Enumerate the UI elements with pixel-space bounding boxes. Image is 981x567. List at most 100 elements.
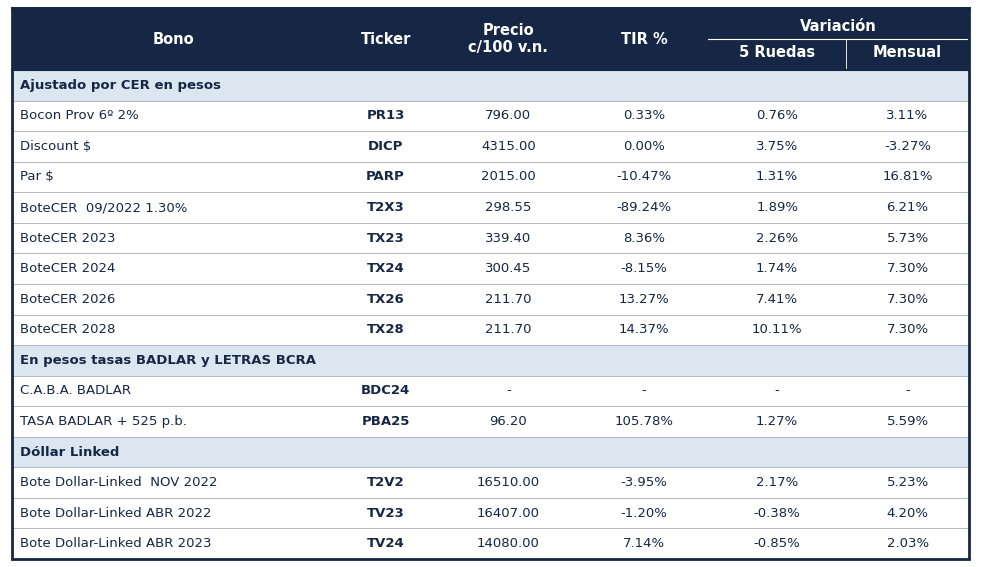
Text: 0.33%: 0.33% [623, 109, 665, 122]
Text: 5.23%: 5.23% [887, 476, 929, 489]
Text: 0.76%: 0.76% [756, 109, 799, 122]
Text: Bote Dollar-Linked  NOV 2022: Bote Dollar-Linked NOV 2022 [20, 476, 218, 489]
Text: C.A.B.A. BADLAR: C.A.B.A. BADLAR [20, 384, 131, 397]
Text: -: - [506, 384, 511, 397]
Text: Variación: Variación [800, 19, 877, 34]
Text: 3.75%: 3.75% [756, 140, 799, 153]
Text: Par $: Par $ [20, 171, 54, 184]
Text: 7.41%: 7.41% [756, 293, 799, 306]
Bar [12, 253, 969, 284]
Text: 16.81%: 16.81% [882, 171, 933, 184]
Text: 796.00: 796.00 [486, 109, 532, 122]
Text: -3.27%: -3.27% [884, 140, 931, 153]
Text: 300.45: 300.45 [486, 262, 532, 275]
Text: 298.55: 298.55 [486, 201, 532, 214]
Bar [12, 375, 969, 406]
Text: Bote Dollar-Linked ABR 2022: Bote Dollar-Linked ABR 2022 [20, 507, 212, 520]
Text: 5.73%: 5.73% [887, 231, 929, 244]
Text: 8.36%: 8.36% [623, 231, 665, 244]
Text: 3.11%: 3.11% [887, 109, 929, 122]
Text: BoteCER  09/2022 1.30%: BoteCER 09/2022 1.30% [20, 201, 187, 214]
Text: Ajustado por CER en pesos: Ajustado por CER en pesos [20, 79, 221, 92]
Text: Bono: Bono [152, 32, 194, 46]
Text: TIR %: TIR % [621, 32, 667, 46]
Text: 7.30%: 7.30% [887, 323, 929, 336]
Text: 10.11%: 10.11% [751, 323, 802, 336]
Text: 2.03%: 2.03% [887, 537, 929, 550]
Text: Ticker: Ticker [360, 32, 411, 46]
Bar [12, 498, 969, 528]
Text: TX28: TX28 [367, 323, 404, 336]
Text: -0.38%: -0.38% [753, 507, 800, 520]
Bar [12, 345, 969, 375]
Text: BDC24: BDC24 [361, 384, 410, 397]
Text: BoteCER 2026: BoteCER 2026 [20, 293, 116, 306]
Text: -: - [905, 384, 910, 397]
Text: 96.20: 96.20 [490, 415, 527, 428]
Text: 4.20%: 4.20% [887, 507, 929, 520]
Text: 6.21%: 6.21% [887, 201, 929, 214]
Text: Bote Dollar-Linked ABR 2023: Bote Dollar-Linked ABR 2023 [20, 537, 212, 550]
Text: 7.30%: 7.30% [887, 262, 929, 275]
Text: 2.17%: 2.17% [756, 476, 799, 489]
Text: TV24: TV24 [367, 537, 404, 550]
Text: 2.26%: 2.26% [756, 231, 799, 244]
Text: -3.95%: -3.95% [621, 476, 667, 489]
Text: 7.30%: 7.30% [887, 293, 929, 306]
Text: BoteCER 2024: BoteCER 2024 [20, 262, 116, 275]
Text: Precio
c/100 v.n.: Precio c/100 v.n. [469, 23, 548, 55]
Text: Discount $: Discount $ [20, 140, 91, 153]
Text: 13.27%: 13.27% [619, 293, 669, 306]
Text: 16407.00: 16407.00 [477, 507, 540, 520]
Bar [12, 70, 969, 100]
Bar [12, 100, 969, 131]
Text: -: - [775, 384, 780, 397]
Text: 7.14%: 7.14% [623, 537, 665, 550]
Bar [12, 406, 969, 437]
Bar [12, 284, 969, 315]
Text: En pesos tasas BADLAR y LETRAS BCRA: En pesos tasas BADLAR y LETRAS BCRA [20, 354, 316, 367]
Text: 5 Ruedas: 5 Ruedas [739, 45, 815, 60]
Text: -8.15%: -8.15% [621, 262, 667, 275]
Text: 211.70: 211.70 [486, 323, 532, 336]
Text: 14.37%: 14.37% [619, 323, 669, 336]
Text: PARP: PARP [366, 171, 405, 184]
Text: 2015.00: 2015.00 [481, 171, 536, 184]
Text: TX24: TX24 [367, 262, 404, 275]
Bar [12, 528, 969, 559]
Text: TX26: TX26 [367, 293, 404, 306]
Bar [12, 437, 969, 467]
Text: -1.20%: -1.20% [621, 507, 667, 520]
Text: Bocon Prov 6º 2%: Bocon Prov 6º 2% [20, 109, 138, 122]
Bar [12, 131, 969, 162]
Text: T2V2: T2V2 [367, 476, 404, 489]
Text: T2X3: T2X3 [367, 201, 404, 214]
Text: 0.00%: 0.00% [623, 140, 665, 153]
Text: 1.27%: 1.27% [756, 415, 799, 428]
Bar [12, 162, 969, 192]
Bar [12, 192, 969, 223]
Text: Mensual: Mensual [873, 45, 942, 60]
Text: 1.74%: 1.74% [756, 262, 799, 275]
Text: PBA25: PBA25 [361, 415, 410, 428]
Text: Dóllar Linked: Dóllar Linked [20, 446, 120, 459]
Bar [12, 8, 969, 70]
Text: TX23: TX23 [367, 231, 404, 244]
Text: 1.89%: 1.89% [756, 201, 799, 214]
Text: 4315.00: 4315.00 [481, 140, 536, 153]
Text: -10.47%: -10.47% [616, 171, 672, 184]
Text: PR13: PR13 [366, 109, 405, 122]
Text: -: - [642, 384, 646, 397]
Bar [12, 223, 969, 253]
Text: 105.78%: 105.78% [614, 415, 674, 428]
Text: BoteCER 2028: BoteCER 2028 [20, 323, 116, 336]
Bar [12, 467, 969, 498]
Text: 5.59%: 5.59% [887, 415, 929, 428]
Text: 16510.00: 16510.00 [477, 476, 540, 489]
Text: TASA BADLAR + 525 p.b.: TASA BADLAR + 525 p.b. [20, 415, 186, 428]
Text: 339.40: 339.40 [486, 231, 532, 244]
Text: BoteCER 2023: BoteCER 2023 [20, 231, 116, 244]
Text: 211.70: 211.70 [486, 293, 532, 306]
Text: DICP: DICP [368, 140, 403, 153]
Text: -0.85%: -0.85% [753, 537, 800, 550]
